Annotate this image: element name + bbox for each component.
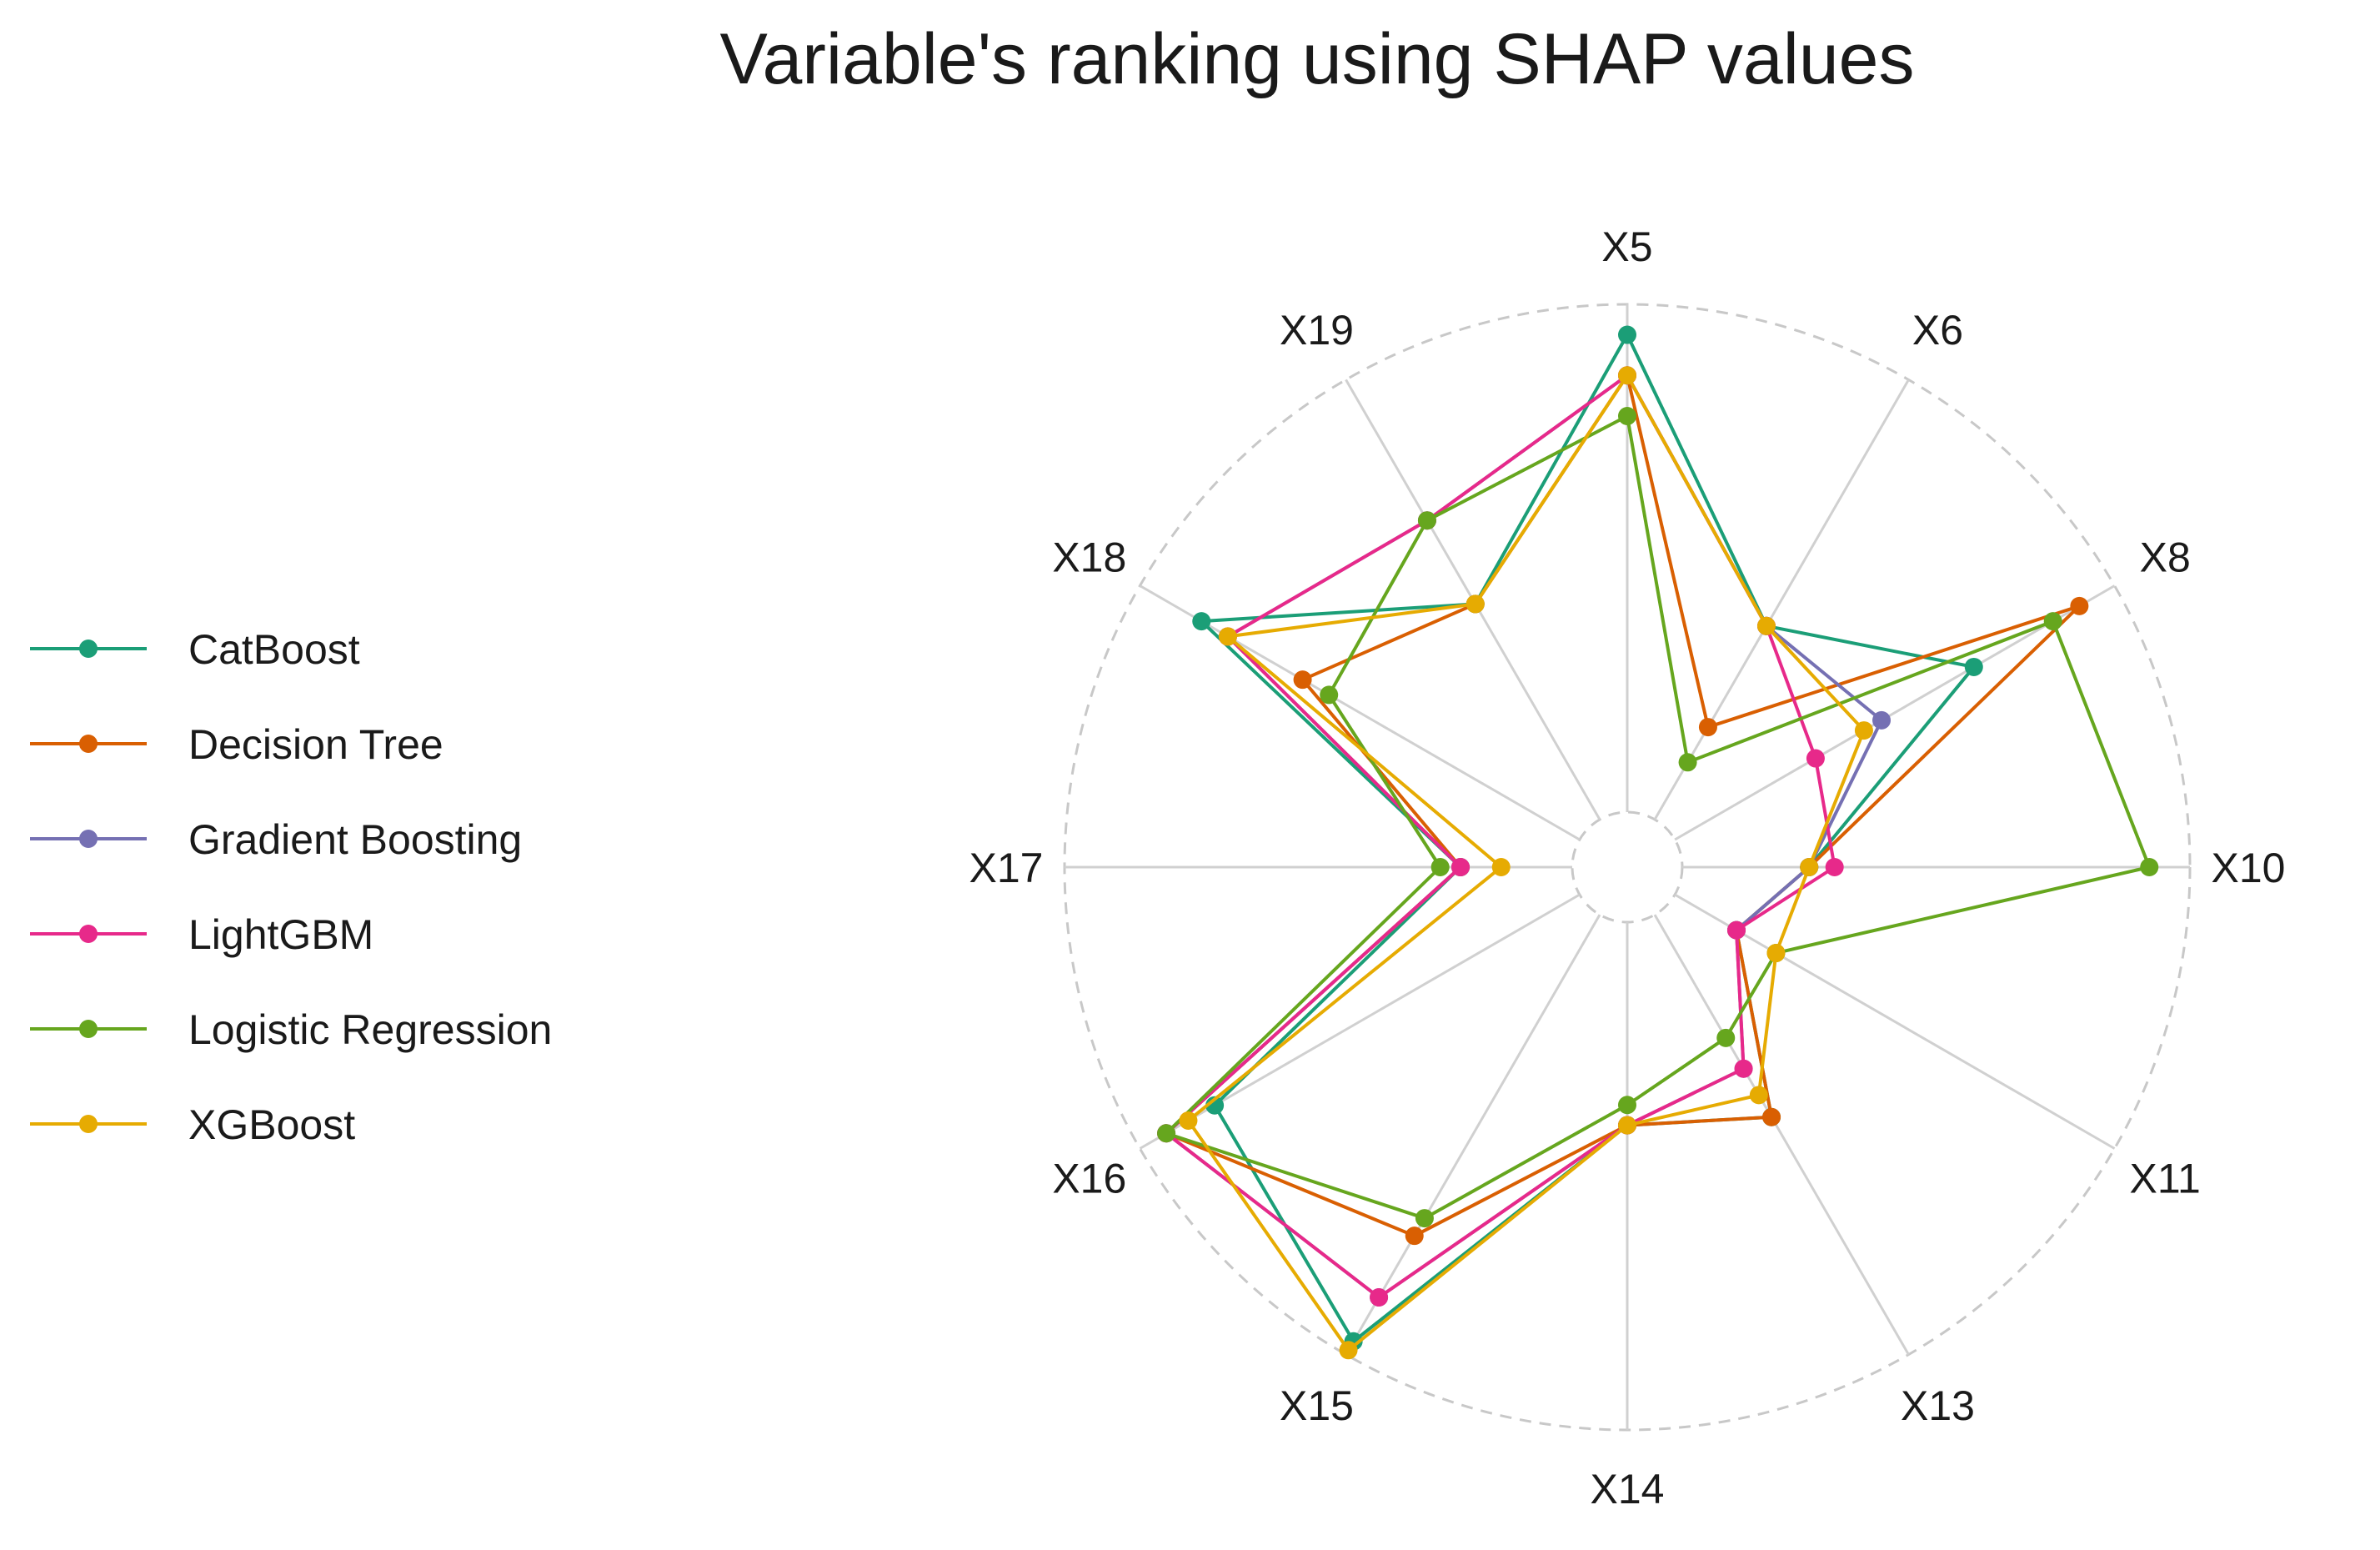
point-catboost-x18 <box>1192 612 1211 631</box>
spoke-x6 <box>1653 379 1910 820</box>
point-xgboost-x13 <box>1749 1086 1768 1105</box>
point-lightgbm-x13 <box>1734 1059 1753 1078</box>
point-gradient-boosting-x8 <box>1872 710 1891 730</box>
point-catboost-x5 <box>1618 325 1636 344</box>
point-logistic-regression-x8 <box>2043 612 2062 631</box>
point-lightgbm-x15 <box>1370 1288 1389 1307</box>
axis-label-x19: X19 <box>1280 307 1354 354</box>
axis-label-x16: X16 <box>1052 1156 1126 1202</box>
legend-marker-catboost <box>79 640 98 658</box>
point-xgboost-x15 <box>1339 1341 1358 1360</box>
axis-label-x5: X5 <box>1601 223 1652 270</box>
point-xgboost-x18 <box>1218 627 1237 646</box>
axis-label-x11: X11 <box>2130 1156 2201 1202</box>
axis-labels: X5 X6 X8 X10 X11 X13 X14 X15 X16 X17 X18 X19 <box>970 223 2286 1512</box>
point-catboost-x16 <box>1205 1096 1225 1115</box>
series-line-gradient-boosting <box>1165 374 1884 1300</box>
point-xgboost-x11 <box>1766 944 1786 963</box>
radar-grid <box>1063 303 2192 1432</box>
point-xgboost-x10 <box>1800 858 1819 876</box>
legend-marker-decision-tree <box>79 735 98 753</box>
legend-marker-gradient-boosting <box>79 830 98 848</box>
legend-item-xgboost: XGBoost <box>30 1101 355 1148</box>
axis-label-x8: X8 <box>2140 534 2191 581</box>
point-decision-tree-x8 <box>2070 596 2089 615</box>
legend-label-catboost: CatBoost <box>188 626 360 673</box>
point-xgboost-x19 <box>1466 594 1485 614</box>
spoke-x16 <box>1139 893 1581 1150</box>
point-xgboost-x8 <box>1854 721 1873 740</box>
point-xgboost-x14 <box>1618 1116 1636 1135</box>
series-decision-tree <box>1157 366 2089 1246</box>
legend-label-lightgbm: LightGBM <box>188 911 373 958</box>
series-line-catboost <box>1200 333 1976 1343</box>
point-logistic-regression-x13 <box>1716 1028 1736 1047</box>
series-logistic-regression <box>1157 406 2159 1228</box>
point-logistic-regression-x18 <box>1320 685 1339 705</box>
series-catboost <box>1192 325 1983 1351</box>
legend: CatBoost Decision Tree Gradient Boosting Li… <box>30 626 552 1148</box>
series-line-logistic-regression <box>1165 414 2152 1221</box>
chart-title: Variable's ranking using SHAP values <box>719 19 1914 99</box>
series-line-lightgbm <box>1165 374 1836 1300</box>
point-decision-tree-x6 <box>1698 718 1717 737</box>
spoke-x18 <box>1139 584 1581 841</box>
point-logistic-regression-x16 <box>1157 1124 1176 1143</box>
spoke-x13 <box>1653 914 1910 1356</box>
axis-label-x13: X13 <box>1901 1382 1975 1429</box>
point-lightgbm-x11 <box>1726 920 1746 940</box>
axis-label-x15: X15 <box>1280 1382 1354 1429</box>
point-logistic-regression-x19 <box>1417 511 1436 530</box>
point-logistic-regression-x14 <box>1618 1096 1636 1115</box>
point-xgboost-x6 <box>1756 616 1776 635</box>
legend-marker-logistic-regression <box>79 1020 98 1038</box>
axis-label-x14: X14 <box>1591 1466 1665 1512</box>
legend-item-lightgbm: LightGBM <box>30 911 373 958</box>
point-catboost-x8 <box>1964 657 1983 676</box>
point-xgboost-x16 <box>1179 1111 1198 1131</box>
point-decision-tree-x13 <box>1762 1107 1781 1126</box>
legend-label-decision-tree: Decision Tree <box>188 721 443 768</box>
legend-item-logistic-regression: Logistic Regression <box>30 1006 552 1053</box>
legend-item-gradient-boosting: Gradient Boosting <box>30 816 522 863</box>
legend-item-catboost: CatBoost <box>30 626 360 673</box>
point-logistic-regression-x10 <box>2140 858 2159 876</box>
axis-label-x17: X17 <box>970 845 1044 891</box>
axis-label-x10: X10 <box>2212 845 2286 891</box>
spoke-x15 <box>1345 914 1601 1356</box>
point-lightgbm-x8 <box>1806 749 1825 768</box>
point-decision-tree-x15 <box>1405 1226 1424 1246</box>
legend-marker-xgboost <box>79 1115 98 1133</box>
point-logistic-regression-x5 <box>1618 406 1636 425</box>
axis-label-x18: X18 <box>1052 534 1126 581</box>
legend-label-xgboost: XGBoost <box>188 1101 355 1148</box>
point-xgboost-x17 <box>1491 858 1511 876</box>
axis-label-x6: X6 <box>1912 307 1963 354</box>
legend-marker-lightgbm <box>79 925 98 943</box>
point-lightgbm-x17 <box>1451 858 1471 876</box>
spoke-x11 <box>1674 893 2116 1150</box>
spoke-x8 <box>1674 584 2116 841</box>
point-logistic-regression-x6 <box>1678 753 1697 772</box>
point-decision-tree-x18 <box>1293 670 1312 690</box>
point-logistic-regression-x15 <box>1415 1209 1434 1228</box>
point-lightgbm-x10 <box>1825 858 1844 876</box>
legend-item-decision-tree: Decision Tree <box>30 721 443 768</box>
inner-grid-circle <box>1571 810 1684 924</box>
series-xgboost <box>1179 366 1873 1360</box>
legend-label-gradient-boosting: Gradient Boosting <box>188 816 522 863</box>
point-logistic-regression-x17 <box>1431 858 1450 876</box>
point-xgboost-x5 <box>1618 366 1636 385</box>
legend-label-logistic-regression: Logistic Regression <box>188 1006 552 1053</box>
radar-series <box>1157 325 2159 1360</box>
